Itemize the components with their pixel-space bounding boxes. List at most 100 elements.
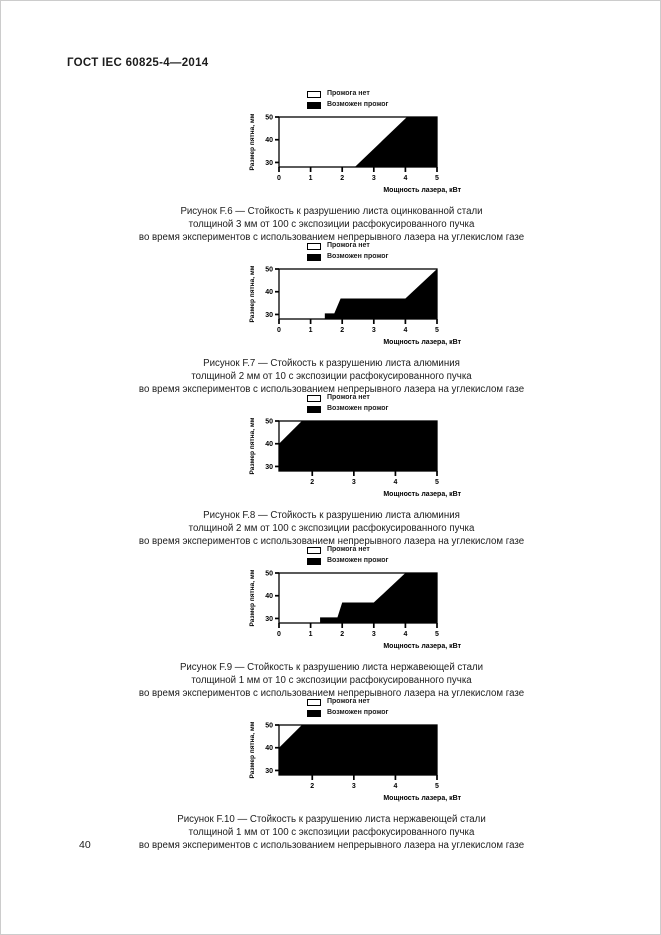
legend-item-possible-burnthrough: Возможен прожог: [307, 709, 485, 717]
svg-text:Мощность лазера, кВт: Мощность лазера, кВт: [383, 795, 461, 802]
svg-text:3: 3: [372, 327, 376, 334]
legend-item-no-burnthrough: Прожога нет: [307, 242, 485, 250]
svg-text:0: 0: [277, 631, 281, 638]
legend-label: Прожога нет: [327, 546, 370, 553]
svg-text:5: 5: [435, 783, 439, 790]
legend: Прожога нет Возможен прожог: [307, 546, 485, 565]
legend-label: Возможен прожог: [327, 709, 389, 716]
caption-line: Рисунок F.6 — Стойкость к разрушению лис…: [180, 206, 483, 217]
figure-block-f10: Прожога нет Возможен прожог 2 3 4 5 30 40 50 Мо…: [1, 698, 661, 852]
legend-label: Возможен прожог: [327, 101, 389, 108]
legend-label: Прожога нет: [327, 698, 370, 705]
svg-text:5: 5: [435, 479, 439, 486]
svg-text:40: 40: [265, 289, 273, 296]
svg-text:Мощность лазера, кВт: Мощность лазера, кВт: [383, 643, 461, 650]
legend: Прожога нет Возможен прожог: [307, 698, 485, 717]
legend-label: Прожога нет: [327, 90, 370, 97]
figure-caption-f6: Рисунок F.6 — Стойкость к разрушению лис…: [1, 205, 661, 244]
legend-label: Возможен прожог: [327, 253, 389, 260]
caption-line: толщиной 2 мм от 100 с экспозиции расфок…: [188, 523, 475, 534]
legend-label: Прожога нет: [327, 242, 370, 249]
caption-line: толщиной 1 мм от 10 с экспозиции расфоку…: [191, 675, 472, 686]
caption-line: во время экспериментов с использованием …: [138, 536, 525, 547]
caption-line: Рисунок F.10 — Стойкость к разрушению ли…: [177, 814, 486, 825]
svg-text:Размер пятна, мм: Размер пятна, мм: [249, 569, 256, 626]
no-burnthrough-swatch-icon: [307, 242, 321, 250]
legend-label: Прожога нет: [327, 394, 370, 401]
chart-canvas-f8: 2 3 4 5 30 40 50 Мощность лазера, кВт Размер пят…: [249, 417, 462, 498]
svg-text:5: 5: [435, 175, 439, 182]
legend-label: Возможен прожог: [327, 557, 389, 564]
legend-item-possible-burnthrough: Возможен прожог: [307, 101, 485, 109]
chart-canvas-f10: 2 3 4 5 30 40 50 Мощность лазера, кВт Размер пят…: [249, 721, 462, 802]
caption-line: во время экспериментов с использованием …: [138, 384, 525, 395]
svg-text:Мощность лазера, кВт: Мощность лазера, кВт: [383, 339, 461, 346]
caption-line: Рисунок F.7 — Стойкость к разрушению лис…: [203, 358, 460, 369]
chart-canvas-f9: 0 1 2 3 4 5 30 40 50 Мощность лазера, кВт Размер п…: [249, 569, 462, 650]
svg-text:Размер пятна, мм: Размер пятна, мм: [249, 721, 256, 778]
legend-label: Возможен прожог: [327, 405, 389, 412]
svg-text:5: 5: [435, 631, 439, 638]
chart-area-f10: Прожога нет Возможен прожог 2 3 4 5 30 40 50 Мо…: [245, 698, 485, 811]
svg-text:4: 4: [403, 175, 407, 182]
legend-item-no-burnthrough: Прожога нет: [307, 394, 485, 402]
svg-text:50: 50: [265, 267, 273, 274]
svg-text:5: 5: [435, 327, 439, 334]
svg-text:1: 1: [309, 631, 313, 638]
caption-line: во время экспериментов с использованием …: [138, 688, 525, 699]
svg-text:3: 3: [372, 631, 376, 638]
figure-caption-f9: Рисунок F.9 — Стойкость к разрушению лис…: [1, 661, 661, 700]
svg-text:50: 50: [265, 115, 273, 122]
svg-text:2: 2: [340, 327, 344, 334]
possible-burnthrough-swatch-icon: [307, 253, 321, 261]
no-burnthrough-swatch-icon: [307, 90, 321, 98]
svg-text:50: 50: [265, 419, 273, 426]
legend-item-possible-burnthrough: Возможен прожог: [307, 557, 485, 565]
no-burnthrough-swatch-icon: [307, 546, 321, 554]
legend-item-no-burnthrough: Прожога нет: [307, 90, 485, 98]
svg-text:0: 0: [277, 327, 281, 334]
no-burnthrough-swatch-icon: [307, 394, 321, 402]
legend-item-possible-burnthrough: Возможен прожог: [307, 253, 485, 261]
svg-text:30: 30: [265, 312, 273, 319]
caption-line: во время экспериментов с использованием …: [138, 840, 525, 851]
possible-burnthrough-swatch-icon: [307, 101, 321, 109]
svg-text:0: 0: [277, 175, 281, 182]
figure-block-f6: Прожога нет Возможен прожог 0 1 2 3 4 5 30 40 50…: [1, 90, 661, 244]
svg-text:Мощность лазера, кВт: Мощность лазера, кВт: [383, 491, 461, 498]
chart-area-f8: Прожога нет Возможен прожог 2 3 4 5 30 40 50 Мо…: [245, 394, 485, 507]
svg-text:2: 2: [310, 479, 314, 486]
page-number: 40: [79, 839, 91, 851]
svg-text:30: 30: [265, 616, 273, 623]
svg-text:3: 3: [372, 175, 376, 182]
chart-canvas-f7: 0 1 2 3 4 5 30 40 50 Мощность лазера, кВт Размер п…: [249, 265, 462, 346]
caption-line: во время экспериментов с использованием …: [138, 232, 525, 243]
chart-canvas-f6: 0 1 2 3 4 5 30 40 50 Мощность лазера, кВт Размер п…: [249, 113, 462, 194]
figures-column: Прожога нет Возможен прожог 0 1 2 3 4 5 30 40 50…: [1, 90, 661, 852]
possible-burnthrough-swatch-icon: [307, 709, 321, 717]
svg-text:3: 3: [352, 783, 356, 790]
caption-line: толщиной 2 мм от 10 с экспозиции расфоку…: [191, 371, 472, 382]
possible-burnthrough-swatch-icon: [307, 557, 321, 565]
svg-text:Размер пятна, мм: Размер пятна, мм: [249, 265, 256, 322]
legend: Прожога нет Возможен прожог: [307, 394, 485, 413]
standard-number-header: ГОСТ IEC 60825-4—2014: [67, 57, 209, 69]
chart-area-f7: Прожога нет Возможен прожог 0 1 2 3 4 5 30 40 50…: [245, 242, 485, 355]
figure-block-f8: Прожога нет Возможен прожог 2 3 4 5 30 40 50 Мо…: [1, 394, 661, 548]
figure-block-f9: Прожога нет Возможен прожог 0 1 2 3 4 5 30 40 50…: [1, 546, 661, 700]
svg-text:50: 50: [265, 723, 273, 730]
chart-area-f9: Прожога нет Возможен прожог 0 1 2 3 4 5 30 40 50…: [245, 546, 485, 659]
svg-text:1: 1: [309, 175, 313, 182]
svg-text:4: 4: [403, 327, 407, 334]
possible-burnthrough-swatch-icon: [307, 405, 321, 413]
figure-caption-f8: Рисунок F.8 — Стойкость к разрушению лис…: [1, 509, 661, 548]
legend-item-no-burnthrough: Прожога нет: [307, 546, 485, 554]
svg-text:3: 3: [352, 479, 356, 486]
svg-text:Размер пятна, мм: Размер пятна, мм: [249, 417, 256, 474]
figure-caption-f7: Рисунок F.7 — Стойкость к разрушению лис…: [1, 357, 661, 396]
figure-caption-f10: Рисунок F.10 — Стойкость к разрушению ли…: [1, 813, 661, 852]
svg-text:40: 40: [265, 593, 273, 600]
svg-text:4: 4: [393, 783, 397, 790]
svg-text:40: 40: [265, 137, 273, 144]
